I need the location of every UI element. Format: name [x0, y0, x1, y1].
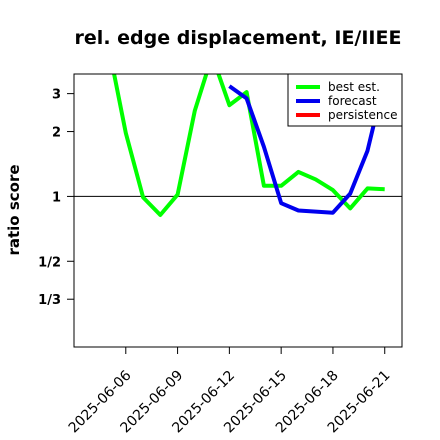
plot-area	[73, 73, 403, 348]
y-tick-label: 2	[52, 126, 61, 141]
y-axis-label: ratio score	[5, 164, 23, 255]
y-tick-label: 1/2	[38, 255, 61, 270]
series-line-forecast	[228, 78, 387, 215]
legend-label: forecast	[328, 94, 377, 108]
x-axis: 2025-06-062025-06-092025-06-122025-06-15…	[66, 347, 394, 436]
legend-label: best est.	[328, 80, 380, 94]
y-tick-label: 1/3	[38, 293, 61, 308]
chart-title: rel. edge displacement, IE/IIEE	[75, 27, 402, 49]
y-axis: 1/3 1/2 1 2 3	[38, 88, 74, 308]
plot-frame	[73, 73, 403, 348]
y-tick-label: 3	[52, 88, 61, 103]
series-line-best-est	[112, 74, 385, 217]
y-tick-label: 1	[52, 190, 61, 205]
legend-label: persistence	[328, 108, 397, 122]
